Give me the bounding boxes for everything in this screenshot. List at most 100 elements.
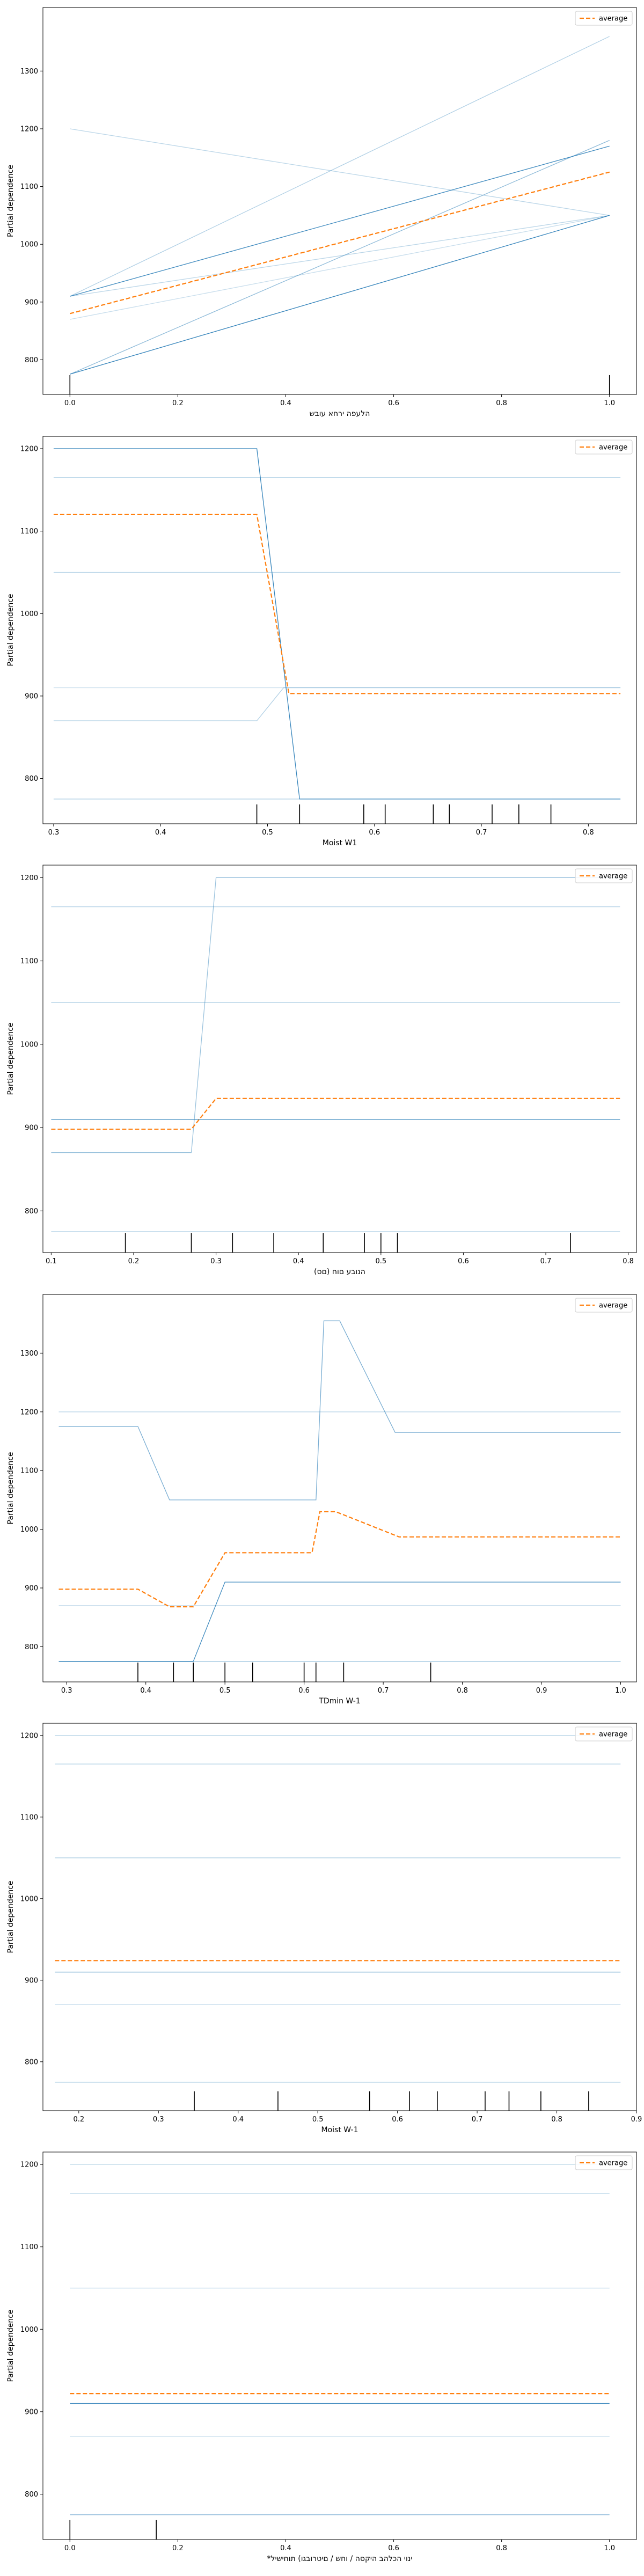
ice-line-1 [58, 1320, 621, 1501]
legend-box [575, 868, 633, 883]
x-tick-label: 0.2 [172, 2544, 184, 2552]
x-tick-label: 0.8 [583, 829, 594, 837]
plot-area [70, 36, 610, 375]
ice-line-5 [70, 215, 610, 320]
legend: average [575, 2155, 633, 2170]
x-axis-label: *ינוי הכלהב היקסה / וחש / םיטרובגו) תוחי… [267, 2555, 413, 2563]
x-tick-label: 0.2 [172, 399, 184, 407]
x-tick-label: 0.4 [155, 829, 166, 837]
y-axis-label: Partial dependence [6, 1452, 15, 1524]
x-tick-label: 0.9 [536, 1687, 547, 1695]
y-tick-label: 900 [25, 1584, 38, 1592]
y-tick-label: 900 [25, 1124, 38, 1132]
y-axis-label: Partial dependence [6, 1880, 15, 1953]
y-tick-label: 1200 [20, 874, 38, 882]
x-tick-label: 0.0 [64, 399, 76, 407]
x-tick-label: 0.6 [388, 2544, 399, 2552]
x-axis-label: TDmin W-1 [318, 1697, 360, 1706]
x-tick-label: 0.8 [496, 2544, 507, 2552]
plot-area [53, 448, 621, 800]
y-tick-label: 1200 [20, 2161, 38, 2169]
legend-box [575, 1298, 633, 1313]
plot-area [51, 877, 620, 1232]
x-tick-label: 1.0 [604, 399, 615, 407]
y-axis-label: Partial dependence [6, 2309, 15, 2382]
legend-label: average [599, 873, 627, 881]
pd-panel-3: 0.1 0.2 0.3 0.4 0.5 0.6 0.7 0.8 800 900 1000 1100 12… [6, 865, 637, 1276]
x-tick-label: 0.8 [457, 1687, 468, 1695]
x-tick-label: 0.5 [375, 1257, 386, 1265]
ice-line-1 [51, 877, 620, 1153]
x-tick-label: 0.5 [219, 1687, 231, 1695]
y-tick-label: 1000 [20, 1895, 38, 1903]
x-axis-label: הלעפה ירחא עובש [310, 409, 370, 418]
y-tick-label: 800 [25, 2491, 38, 2499]
y-tick-label: 800 [25, 2058, 38, 2066]
y-tick-label: 1100 [20, 1813, 38, 1821]
plot-area [70, 2164, 610, 2515]
x-tick-label: 0.4 [232, 2116, 244, 2124]
legend-label: average [599, 444, 627, 452]
x-tick-label: 1.0 [615, 1687, 626, 1695]
pd-panel-5: 0.2 0.3 0.4 0.5 0.6 0.7 0.8 0.9 800 900 1000 1100 12… [6, 1723, 642, 2134]
y-tick-label: 900 [25, 2408, 38, 2416]
y-tick-label: 1100 [20, 183, 38, 191]
y-axis-label: Partial dependence [6, 594, 15, 666]
ice-line-7 [70, 215, 610, 375]
y-axis-label: Partial dependence [6, 1022, 15, 1095]
x-tick-label: 0.3 [153, 2116, 164, 2124]
y-tick-label: 1200 [20, 1732, 38, 1740]
y-tick-label: 1200 [20, 1408, 38, 1416]
legend: average [575, 868, 633, 883]
y-tick-label: 1000 [20, 610, 38, 618]
y-tick-label: 1300 [20, 68, 38, 76]
legend-box [575, 1726, 633, 1741]
y-tick-label: 800 [25, 1208, 38, 1216]
legend-label: average [599, 1731, 627, 1739]
x-tick-label: 0.8 [551, 2116, 562, 2124]
x-tick-label: 0.6 [388, 399, 399, 407]
x-tick-label: 1.0 [604, 2544, 615, 2552]
average-line [70, 171, 610, 314]
y-tick-label: 900 [25, 298, 38, 306]
x-tick-label: 0.5 [312, 2116, 324, 2124]
y-tick-label: 900 [25, 1977, 38, 1985]
plot-frame [42, 865, 637, 1253]
y-axis-label: Partial dependence [6, 165, 15, 237]
x-tick-label: 0.7 [476, 829, 487, 837]
x-tick-label: 0.9 [631, 2116, 642, 2124]
x-axis-label: Moist W-1 [321, 2126, 358, 2134]
y-tick-label: 1100 [20, 957, 38, 965]
y-tick-label: 1000 [20, 241, 38, 249]
y-tick-label: 800 [25, 356, 38, 364]
legend: average [575, 1298, 633, 1313]
x-tick-label: 0.4 [293, 1257, 304, 1265]
plot-frame [42, 436, 637, 824]
x-tick-label: 0.2 [73, 2116, 84, 2124]
x-axis-label: (םס) הנובע םוח [314, 1268, 365, 1276]
legend-box [575, 2155, 633, 2170]
pd-panel-1: 0.0 0.2 0.4 0.6 0.8 1.0 800 900 1000 1100 1200 1300… [6, 7, 637, 418]
x-tick-label: 0.7 [378, 1687, 389, 1695]
x-tick-label: 0.6 [392, 2116, 403, 2124]
legend: average [575, 440, 633, 455]
x-tick-label: 0.3 [210, 1257, 222, 1265]
average-line [53, 514, 621, 694]
x-tick-label: 0.3 [61, 1687, 72, 1695]
plot-frame [42, 1294, 637, 1682]
y-tick-label: 800 [25, 775, 38, 783]
y-tick-label: 1000 [20, 1041, 38, 1049]
ice-line-4 [53, 687, 621, 721]
pd-panel-6: 0.0 0.2 0.4 0.6 0.8 1.0 800 900 1000 1100 1200 *ינו… [6, 2151, 637, 2563]
pd-panel-2: 0.3 0.4 0.5 0.6 0.7 0.8 800 900 1000 1100 1200 Mois… [6, 436, 637, 847]
x-tick-label: 0.4 [140, 1687, 151, 1695]
x-tick-label: 0.6 [458, 1257, 469, 1265]
x-tick-label: 0.8 [623, 1257, 634, 1265]
legend: average [575, 11, 633, 26]
x-tick-label: 0.7 [472, 2116, 483, 2124]
y-tick-label: 1000 [20, 1526, 38, 1534]
x-tick-label: 0.5 [262, 829, 273, 837]
y-tick-label: 1100 [20, 1467, 38, 1475]
legend-label: average [599, 15, 627, 23]
